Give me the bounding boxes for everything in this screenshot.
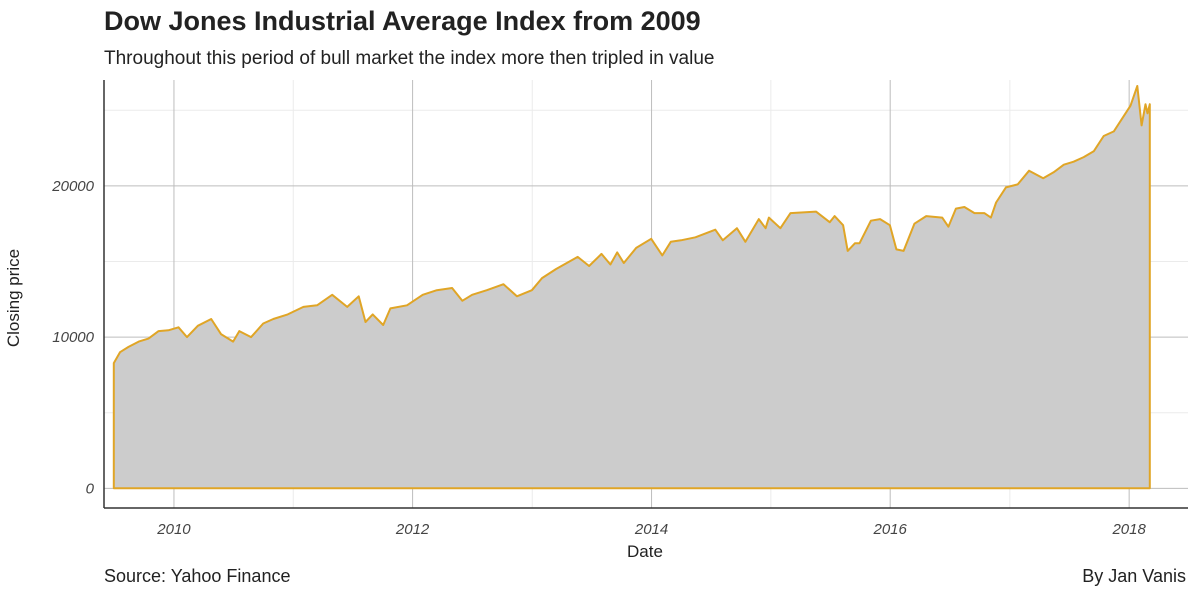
x-tick-label: 2014	[634, 521, 668, 538]
x-tick-label: 2016	[873, 521, 908, 538]
x-axis-title: Date	[627, 542, 663, 561]
x-tick-label: 2012	[395, 521, 430, 538]
series-area	[112, 85, 1151, 490]
y-axis-title: Closing price	[4, 249, 23, 347]
y-tick-label: 0	[86, 480, 95, 497]
chart-subtitle: Throughout this period of bull market th…	[104, 48, 715, 69]
x-tick-labels: 2010 2012 2014 2016 2018	[156, 521, 1146, 538]
axes	[103, 80, 1188, 509]
y-tick-labels: 0 10000 20000	[51, 178, 94, 497]
series-area-path	[112, 85, 1151, 490]
chart-author: By Jan Vanis	[1082, 566, 1186, 586]
x-tick-label: 2010	[156, 521, 191, 538]
x-tick-label: 2018	[1111, 521, 1146, 538]
chart-caption: Source: Yahoo Finance	[104, 566, 291, 586]
chart-title: Dow Jones Industrial Average Index from …	[104, 6, 701, 36]
y-tick-label: 10000	[52, 329, 94, 346]
y-tick-label: 20000	[51, 178, 94, 195]
